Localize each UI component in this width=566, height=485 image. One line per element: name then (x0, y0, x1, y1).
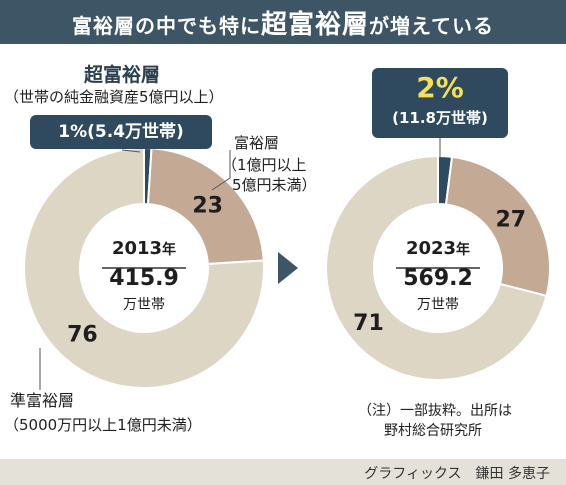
note-line2: 野村総合研究所 (384, 423, 482, 439)
note-line1: （注）一部抜粋。出所は (358, 403, 512, 419)
semi-title-label: 準富裕層 (10, 391, 75, 410)
affluent-definition-line2: 5億円未満） (232, 176, 317, 194)
affluent-definition-line1: （1億円以上 (222, 156, 307, 174)
callout-2023: 2% (11.8万世帯) (372, 68, 508, 138)
year-unit-2023: 年 (456, 242, 471, 258)
slice-label-semi-2013: 76 (67, 323, 98, 348)
year-value-2023: 2023 (405, 238, 457, 259)
header-bar: 富裕層の中でも特に超富裕層が増えている (0, 0, 566, 44)
semi-definition: （5000万円以上1億円未満） (4, 416, 202, 434)
graphics-credit: グラフィックス 鎌田 多恵子 (364, 466, 550, 482)
chart-title: 富裕層の中でも特に超富裕層が増えている (72, 4, 494, 41)
center-year-2013: 2013年 (80, 238, 208, 259)
ultra-definition: （世帯の純金融資産5億円以上） (4, 88, 224, 106)
slice-label-affluent-2013: 23 (192, 193, 223, 218)
callout-2013-value: 1% (58, 122, 88, 142)
center-unit-2013: 万世帯 (123, 297, 165, 313)
year-value-2013: 2013 (111, 238, 163, 259)
ultra-title-label: 超富裕層 (84, 64, 161, 86)
footer-bar (0, 459, 566, 485)
title-part1: 富裕層の中でも特に (71, 13, 261, 38)
leader-ultra-2013 (121, 149, 141, 153)
callout-2023-value: 2% (416, 71, 464, 104)
slice-label-semi-2023: 71 (353, 311, 384, 336)
center-year-2023: 2023年 (374, 238, 502, 259)
transition-arrow-icon (278, 252, 298, 284)
affluent-title-label: 富裕層 (234, 134, 280, 152)
title-part2: が増えている (369, 13, 494, 38)
center-total-2013: 415.9 (109, 266, 179, 291)
leader-affluent-2013 (211, 150, 231, 191)
year-unit-2013: 年 (162, 242, 177, 258)
title-emphasis: 超富裕層 (260, 9, 369, 40)
center-unit-2023: 万世帯 (417, 297, 459, 313)
callout-2023-sub: (11.8万世帯) (392, 109, 488, 127)
callout-2013: 1%(5.4万世帯) (30, 115, 212, 149)
slice-label-affluent-2023: 27 (495, 208, 526, 233)
center-total-2023: 569.2 (403, 266, 473, 291)
callout-2013-sub: (5.4万世帯) (87, 122, 184, 142)
